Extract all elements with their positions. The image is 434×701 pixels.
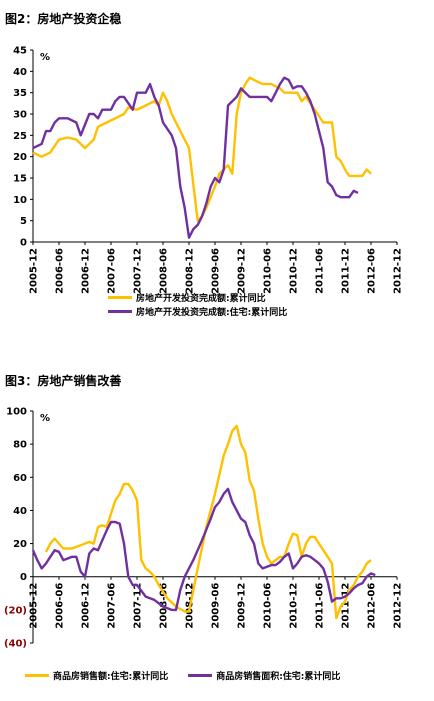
x-tick-label: 2009-06: [211, 583, 222, 629]
unit-label: %: [40, 52, 50, 63]
legend-item-sales-value: 商品房销售额:住宅:累计同比: [25, 668, 168, 682]
y-tick-label: 0: [20, 238, 27, 249]
x-tick-label: 2006-06: [55, 248, 66, 294]
unit-label: %: [40, 413, 50, 424]
legend-item-sales-area: 商品房销售面积:住宅:累计同比: [188, 668, 340, 682]
x-tick-label: 2012-12: [393, 248, 404, 294]
legend-swatch-sales-area: [188, 673, 213, 677]
y-tick-label: 10: [13, 195, 27, 206]
y-tick-label: 30: [13, 110, 27, 121]
chart2-series-line-1: [44, 424, 372, 620]
x-tick-label: 2011-12: [341, 248, 352, 294]
x-tick-label: 2009-06: [211, 248, 222, 294]
chart1-plot: 0 5 10 15 20 25 30 35 40 45 2005-12 2006-06 2006-12 2…: [13, 46, 403, 294]
y-tick-label: 35: [13, 88, 27, 99]
chart1-legend: 房地产开发投资完成额:累计同比 房地产开发投资完成额:住宅:累计同比: [108, 290, 287, 318]
x-tick-label: 2007-12: [133, 248, 144, 294]
y-tick-label: 100: [6, 407, 27, 418]
x-tick-label: 2006-12: [81, 248, 92, 294]
chart2-legend: 商品房销售额:住宅:累计同比 商品房销售面积:住宅:累计同比: [25, 668, 340, 682]
y-tick-label: 40: [13, 67, 27, 78]
y-tick-label: 60: [13, 473, 27, 484]
x-tick-label: 2009-12: [237, 583, 248, 629]
x-tick-label: 2012-12: [393, 583, 404, 629]
legend-item-investment: 房地产开发投资完成额:累计同比: [108, 290, 287, 304]
x-tick-label: 2008-06: [159, 248, 170, 294]
x-tick-label: 2008-12: [185, 248, 196, 294]
chart2-plot: (40) (20) 0 20 40 60 80 100 2005-12 2006-06 2006-1…: [4, 407, 404, 650]
x-tick-label: 2006-12: [81, 583, 92, 629]
x-tick-label: 2012-06: [367, 248, 378, 294]
y-tick-label: (40): [4, 639, 27, 650]
chart2-series-line-2: [31, 487, 376, 612]
x-tick-label: 2006-06: [55, 583, 66, 629]
x-tick-label: 2005-12: [29, 583, 40, 629]
y-tick-label: 15: [13, 174, 27, 185]
x-tick-label: 2007-06: [107, 583, 118, 629]
x-tick-label: 2007-12: [133, 583, 144, 629]
y-tick-label: 0: [20, 572, 27, 583]
y-tick-label: 45: [13, 46, 27, 57]
y-tick-label: 20: [13, 152, 27, 163]
x-tick-label: 2011-06: [315, 583, 326, 629]
x-tick-label: 2007-06: [107, 248, 118, 294]
y-tick-label: 5: [20, 216, 27, 227]
chart1-title: 图2：房地产投资企稳: [5, 12, 122, 26]
legend-label-sales-area: 商品房销售面积:住宅:累计同比: [216, 671, 341, 682]
legend-label-sales-value: 商品房销售额:住宅:累计同比: [53, 671, 169, 682]
x-tick-label: 2010-12: [289, 248, 300, 294]
legend-label-investment: 房地产开发投资完成额:累计同比: [136, 293, 266, 304]
x-tick-label: 2005-12: [29, 248, 40, 294]
legend-swatch-sales-value: [25, 673, 49, 677]
x-tick-label: 2010-06: [263, 583, 274, 629]
chart2-title: 图3：房地产销售改善: [5, 374, 122, 388]
x-tick-label: 2009-12: [237, 248, 248, 294]
x-tick-label: 2010-12: [289, 583, 300, 629]
x-tick-label: 2010-06: [263, 248, 274, 294]
legend-swatch-residential-investment: [108, 309, 132, 313]
chart1-series-line-1: [32, 76, 372, 222]
legend-swatch-investment: [108, 295, 132, 299]
y-tick-label: 40: [13, 506, 27, 517]
legend-item-residential-investment: 房地产开发投资完成额:住宅:累计同比: [108, 304, 287, 318]
legend-label-residential-investment: 房地产开发投资完成额:住宅:累计同比: [136, 307, 288, 318]
y-tick-label: 25: [13, 131, 27, 142]
x-tick-label: 2011-12: [341, 583, 352, 629]
x-tick-label: 2012-06: [367, 583, 378, 629]
chart1-series-line-2: [32, 76, 359, 239]
y-tick-label: 20: [13, 539, 27, 550]
x-tick-label: 2011-06: [315, 248, 326, 294]
y-tick-label: (20): [4, 605, 27, 616]
y-tick-label: 80: [13, 440, 27, 451]
